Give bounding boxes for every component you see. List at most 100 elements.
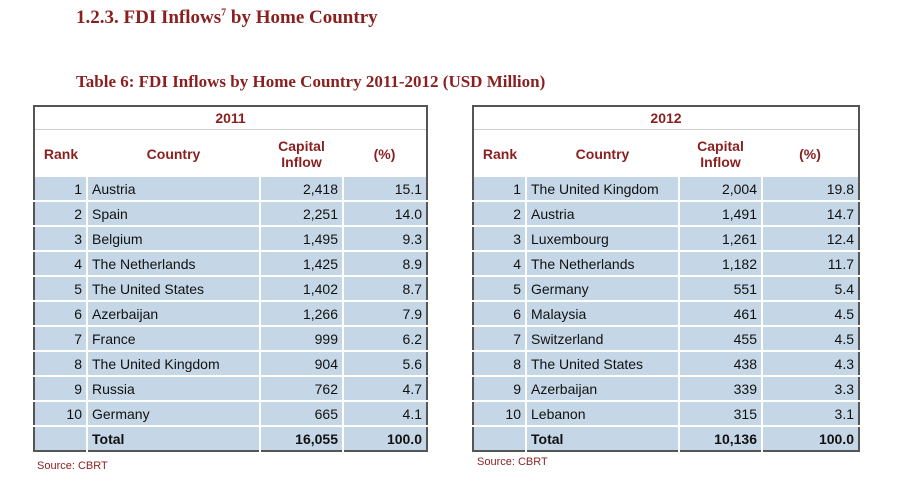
- capital-cell: 455: [678, 325, 762, 351]
- percent-cell: 4.3: [761, 350, 859, 376]
- rank-header: Rank: [482, 145, 518, 162]
- country-cell: France: [86, 325, 260, 351]
- country-cell: The Netherlands: [525, 250, 679, 276]
- table-row: 4 The Netherlands 1,425 8.9: [34, 250, 427, 276]
- source-note-2011: Source: CBRT: [37, 460, 108, 472]
- table-row: 4 The Netherlands 1,182 11.7: [473, 250, 859, 276]
- percent-cell: 19.8: [761, 177, 859, 201]
- table-row: 2 Austria 1,491 14.7: [473, 200, 859, 226]
- country-cell: The United Kingdom: [86, 350, 260, 376]
- rank-cell: 3: [473, 225, 526, 251]
- capital-cell: 2,251: [259, 200, 343, 226]
- capital-header-line1: Capital: [278, 137, 325, 154]
- table-row: 5 The United States 1,402 8.7: [34, 275, 427, 301]
- capital-cell: 1,261: [678, 225, 762, 251]
- percent-cell: 4.5: [761, 325, 859, 351]
- total-row: Total 16,055 100.0: [34, 425, 427, 451]
- column-header-row: Rank Country Capital Inflow (%): [34, 130, 427, 178]
- country-cell: Spain: [86, 200, 260, 226]
- capital-cell: 665: [259, 400, 343, 426]
- capital-cell: 1,402: [259, 275, 343, 301]
- country-header: Country: [146, 145, 201, 162]
- table-row: 8 The United States 438 4.3: [473, 350, 859, 376]
- capital-cell: 2,418: [259, 177, 343, 201]
- percent-cell: 7.9: [342, 300, 427, 326]
- capital-inflow-header: Capital Inflow: [679, 130, 762, 178]
- capital-cell: 438: [678, 350, 762, 376]
- table-row: 9 Azerbaijan 339 3.3: [473, 375, 859, 401]
- country-cell: Switzerland: [525, 325, 679, 351]
- table-row: 3 Belgium 1,495 9.3: [34, 225, 427, 251]
- rank-cell: 1: [473, 177, 526, 201]
- percent-cell: 3.3: [761, 375, 859, 401]
- capital-cell: 904: [259, 350, 343, 376]
- rank-cell: 8: [34, 350, 87, 376]
- total-label: Total: [86, 425, 260, 451]
- fdi-table-2011: 2011 Rank Country Capital Inflow (%) 1 Aus…: [33, 105, 428, 452]
- country-cell: Lebanon: [525, 400, 679, 426]
- percent-cell: 11.7: [761, 250, 859, 276]
- percent-cell: 12.4: [761, 225, 859, 251]
- country-cell: The United Kingdom: [525, 177, 679, 201]
- rank-cell: 4: [34, 250, 87, 276]
- year-header: 2011: [34, 106, 427, 130]
- rank-cell: 9: [473, 375, 526, 401]
- percent-header: (%): [373, 145, 396, 162]
- capital-cell: 762: [259, 375, 343, 401]
- percent-cell: 5.4: [761, 275, 859, 301]
- country-cell: Germany: [525, 275, 679, 301]
- rank-header: Rank: [43, 145, 79, 162]
- rank-cell: 6: [473, 300, 526, 326]
- section-heading: 1.2.3. FDI Inflows7 by Home Country: [76, 7, 378, 29]
- section-heading-text: 1.2.3. FDI Inflows: [76, 7, 222, 28]
- total-capital: 16,055: [259, 425, 343, 451]
- country-cell: The Netherlands: [86, 250, 260, 276]
- table-row: 3 Luxembourg 1,261 12.4: [473, 225, 859, 251]
- capital-cell: 461: [678, 300, 762, 326]
- capital-cell: 315: [678, 400, 762, 426]
- country-cell: Russia: [86, 375, 260, 401]
- rank-cell: 10: [34, 400, 87, 426]
- percent-cell: 8.9: [342, 250, 427, 276]
- fdi-table-2012: 2012 Rank Country Capital Inflow (%) 1 The…: [472, 105, 860, 452]
- column-header-row: Rank Country Capital Inflow (%): [473, 130, 859, 178]
- percent-cell: 3.1: [761, 400, 859, 426]
- capital-cell: 339: [678, 375, 762, 401]
- total-rank-cell: [473, 425, 526, 451]
- capital-cell: 1,491: [678, 200, 762, 226]
- year-header-row: 2012: [473, 106, 859, 130]
- rank-cell: 5: [34, 275, 87, 301]
- country-cell: Azerbaijan: [86, 300, 260, 326]
- table-row: 6 Azerbaijan 1,266 7.9: [34, 300, 427, 326]
- percent-header: (%): [799, 145, 821, 162]
- rank-cell: 9: [34, 375, 87, 401]
- footnote-mark[interactable]: 7: [221, 7, 227, 19]
- country-cell: Austria: [525, 200, 679, 226]
- percent-cell: 14.0: [342, 200, 427, 226]
- percent-cell: 4.5: [761, 300, 859, 326]
- table-row: 8 The United Kingdom 904 5.6: [34, 350, 427, 376]
- country-cell: The United States: [86, 275, 260, 301]
- country-header: Country: [575, 145, 630, 162]
- capital-cell: 1,425: [259, 250, 343, 276]
- rank-cell: 7: [473, 325, 526, 351]
- percent-cell: 6.2: [342, 325, 427, 351]
- year-header: 2012: [473, 106, 859, 130]
- percent-cell: 15.1: [342, 177, 427, 201]
- percent-cell: 4.7: [342, 375, 427, 401]
- country-cell: Belgium: [86, 225, 260, 251]
- table-row: 7 Switzerland 455 4.5: [473, 325, 859, 351]
- capital-header-line1: Capital: [697, 137, 744, 154]
- percent-cell: 14.7: [761, 200, 859, 226]
- percent-cell: 8.7: [342, 275, 427, 301]
- percent-cell: 4.1: [342, 400, 427, 426]
- table-row: 1 The United Kingdom 2,004 19.8: [473, 177, 859, 201]
- country-cell: Malaysia: [525, 300, 679, 326]
- total-percent: 100.0: [761, 425, 859, 451]
- total-percent: 100.0: [342, 425, 427, 451]
- rank-cell: 8: [473, 350, 526, 376]
- capital-header-line2: Inflow: [281, 153, 322, 170]
- capital-inflow-header: Capital Inflow: [260, 130, 343, 178]
- country-cell: Luxembourg: [525, 225, 679, 251]
- table-row: 10 Lebanon 315 3.1: [473, 400, 859, 426]
